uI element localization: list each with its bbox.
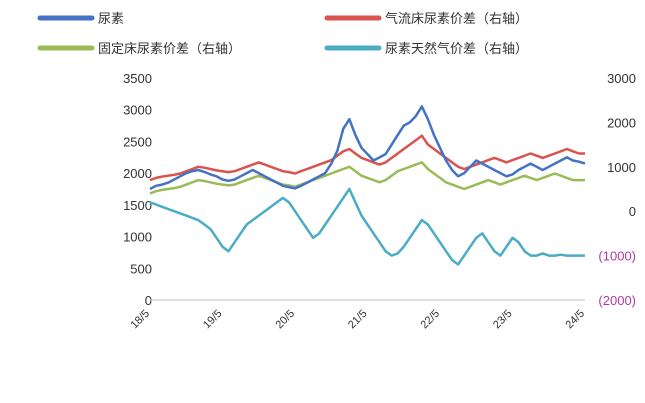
right-tick-label: (1000) (598, 249, 636, 264)
series-line (149, 105, 586, 191)
left-tick-label: 2500 (123, 134, 152, 149)
x-tick-label: 19/5 (201, 308, 225, 332)
legend-label: 固定床尿素价差（右轴） (98, 42, 241, 57)
right-tick-label: 3000 (607, 71, 636, 86)
right-tick-label: (2000) (598, 293, 636, 308)
x-tick-label: 22/5 (418, 308, 442, 332)
left-tick-label: 3500 (123, 71, 152, 86)
right-tick-label: 0 (629, 204, 636, 219)
x-tick-label: 18/5 (128, 308, 152, 332)
legend-label: 尿素 (98, 12, 124, 27)
left-axis: 0 500 1000 1500 2000 2500 3000 3500 (123, 71, 152, 308)
right-axis: (2000) (1000) 0 1000 2000 3000 (598, 71, 636, 308)
legend-label: 气流床尿素价差（右轴） (385, 11, 528, 27)
left-tick-label: 2000 (123, 166, 152, 181)
right-tick-label: 1000 (607, 160, 636, 175)
x-tick-label: 21/5 (346, 308, 370, 332)
plot-area (149, 105, 586, 266)
left-tick-label: 500 (130, 261, 152, 276)
x-tick-label: 24/5 (563, 308, 587, 332)
left-tick-label: 0 (145, 293, 152, 308)
x-tick-label: 20/5 (273, 308, 297, 332)
left-tick-label: 3000 (123, 103, 152, 118)
series-line (149, 187, 585, 266)
x-tick-label: 23/5 (491, 308, 515, 332)
legend: 尿素 气流床尿素价差（右轴） 固定床尿素价差（右轴） 尿素天然气价差（右轴） (37, 11, 528, 57)
left-tick-label: 1000 (123, 230, 152, 245)
series-line (149, 161, 585, 195)
series-line (149, 134, 585, 182)
left-tick-label: 1500 (123, 198, 152, 213)
right-tick-label: 2000 (607, 115, 636, 130)
x-axis: 18/5 19/5 20/5 21/5 22/5 23/5 24/5 (128, 299, 587, 332)
legend-label: 尿素天然气价差（右轴） (385, 41, 528, 57)
